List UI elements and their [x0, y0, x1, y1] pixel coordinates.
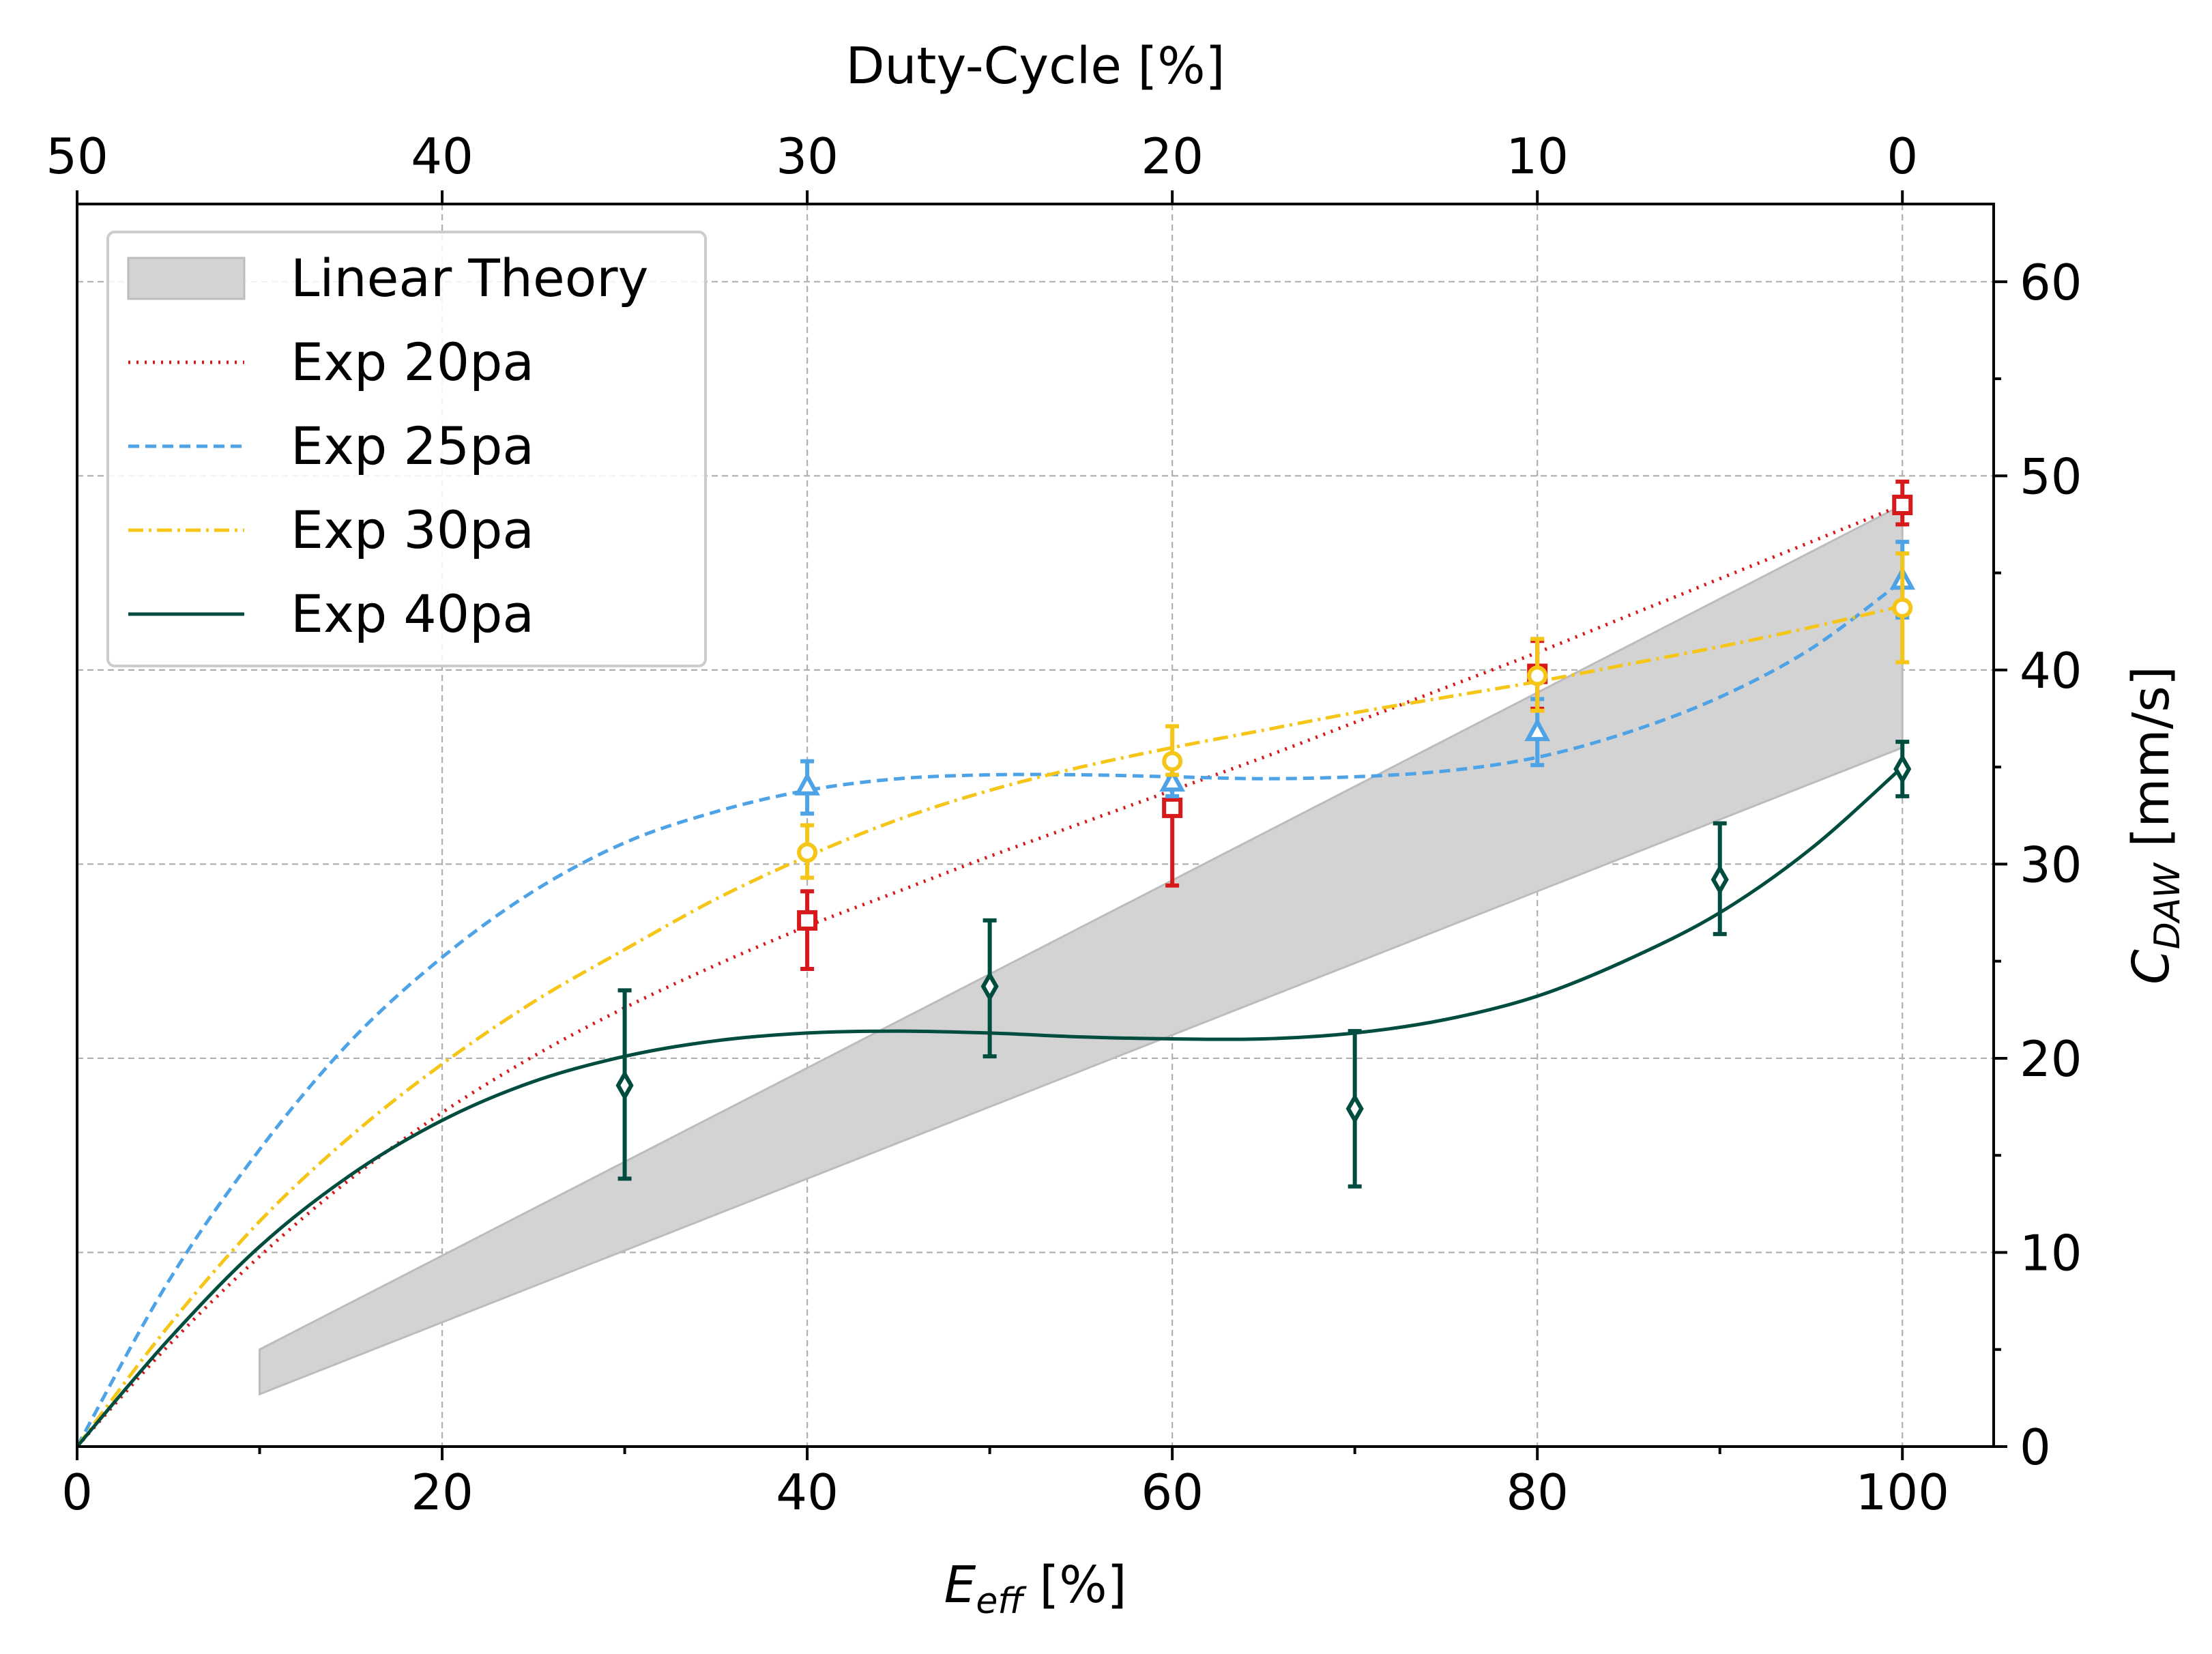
top-tick-label: 10	[1506, 128, 1569, 185]
exp-25pa-marker-triangle	[1159, 768, 1186, 792]
x-tick-label: 100	[1856, 1464, 1949, 1521]
y-tick-label: 30	[2020, 836, 2082, 893]
exp-30pa-fit-line	[76, 604, 1903, 1448]
x-tick-label: 0	[61, 1464, 93, 1521]
legend-entries: Linear Theory Exp 20pa Exp 25pa Exp 30pa Exp…	[127, 248, 648, 644]
exp-25pa-marker-triangle	[1524, 717, 1551, 742]
x-axis-title-unit: [%]	[1023, 1556, 1127, 1614]
exp-40pa-marker-diamond	[615, 1069, 634, 1101]
legend: Linear Theory Exp 20pa Exp 25pa Exp 30pa Exp…	[106, 231, 707, 667]
exp-20pa-marker-square	[1892, 495, 1913, 516]
x-axis-title: Eeff [%]	[944, 1556, 1127, 1622]
exp-40pa-marker-diamond	[1711, 864, 1729, 896]
exp-25pa-fit-line	[75, 579, 1904, 1448]
y-tick-label: 0	[2020, 1419, 2051, 1476]
series-exp-30pa	[76, 551, 1913, 1448]
exp-30pa-marker-circle	[1162, 751, 1183, 772]
y-tick-label: 50	[2020, 448, 2082, 505]
legend-item-exp-20pa: Exp 20pa	[128, 332, 534, 392]
y-tick-label: 40	[2020, 642, 2082, 699]
legend-box	[106, 231, 707, 667]
legend-label-exp-25pa: Exp 25pa	[291, 416, 534, 476]
top-tick-label: 40	[411, 128, 474, 185]
y-tick-label: 20	[2020, 1030, 2082, 1088]
legend-label-exp-40pa: Exp 40pa	[291, 583, 534, 644]
exp-40pa-marker-diamond	[1345, 1093, 1364, 1125]
x-tick-label: 60	[1141, 1464, 1204, 1521]
top-tick-label: 50	[46, 128, 108, 185]
top-axis-title: Duty-Cycle [%]	[846, 37, 1225, 96]
top-tick-label: 0	[1887, 128, 1918, 185]
legend-item-exp-30pa: Exp 30pa	[128, 499, 534, 560]
exp-40pa-marker-diamond	[980, 970, 999, 1002]
exp-30pa-marker-circle	[1892, 597, 1913, 618]
y-tick-label: 10	[2020, 1224, 2082, 1281]
x-tick-label: 20	[411, 1464, 474, 1521]
legend-label-linear-theory: Linear Theory	[291, 248, 648, 308]
series-layer	[75, 479, 1916, 1448]
x-tick-label: 80	[1506, 1464, 1569, 1521]
exp-20pa-marker-square	[1162, 797, 1183, 818]
exp-30pa-marker-circle	[797, 842, 818, 863]
x-axis-title-symbol: E	[944, 1556, 976, 1614]
series-exp-40pa	[76, 740, 1912, 1448]
y-tick-label: 60	[2020, 254, 2082, 311]
top-tick-label: 20	[1141, 128, 1204, 185]
exp-30pa-marker-circle	[1527, 665, 1548, 686]
plot-frame	[76, 203, 1995, 1448]
y-axis-title-unit: [mm/s]	[2122, 666, 2181, 863]
exp-40pa-fit-line	[76, 766, 1904, 1448]
legend-label-exp-30pa: Exp 30pa	[291, 499, 534, 560]
x-axis-title-subscript: eff	[976, 1581, 1027, 1622]
legend-item-exp-40pa: Exp 40pa	[128, 583, 534, 644]
top-tick-label: 30	[776, 128, 839, 185]
legend-item-linear-theory: Linear Theory	[127, 248, 648, 308]
exp-40pa-marker-diamond	[1893, 753, 1912, 785]
legend-item-exp-25pa: Exp 25pa	[128, 416, 534, 476]
x-tick-label: 40	[776, 1464, 839, 1521]
y-axis-title-symbol: C	[2122, 949, 2181, 985]
legend-label-exp-20pa: Exp 20pa	[291, 332, 534, 392]
exp-25pa-marker-triangle	[794, 772, 820, 796]
y-axis-title-subscript: DAW	[2147, 861, 2188, 949]
legend-swatch-linear-theory	[127, 257, 246, 300]
y-axis-title: CDAW [mm/s]	[2122, 666, 2188, 985]
exp-20pa-marker-square	[797, 910, 818, 931]
